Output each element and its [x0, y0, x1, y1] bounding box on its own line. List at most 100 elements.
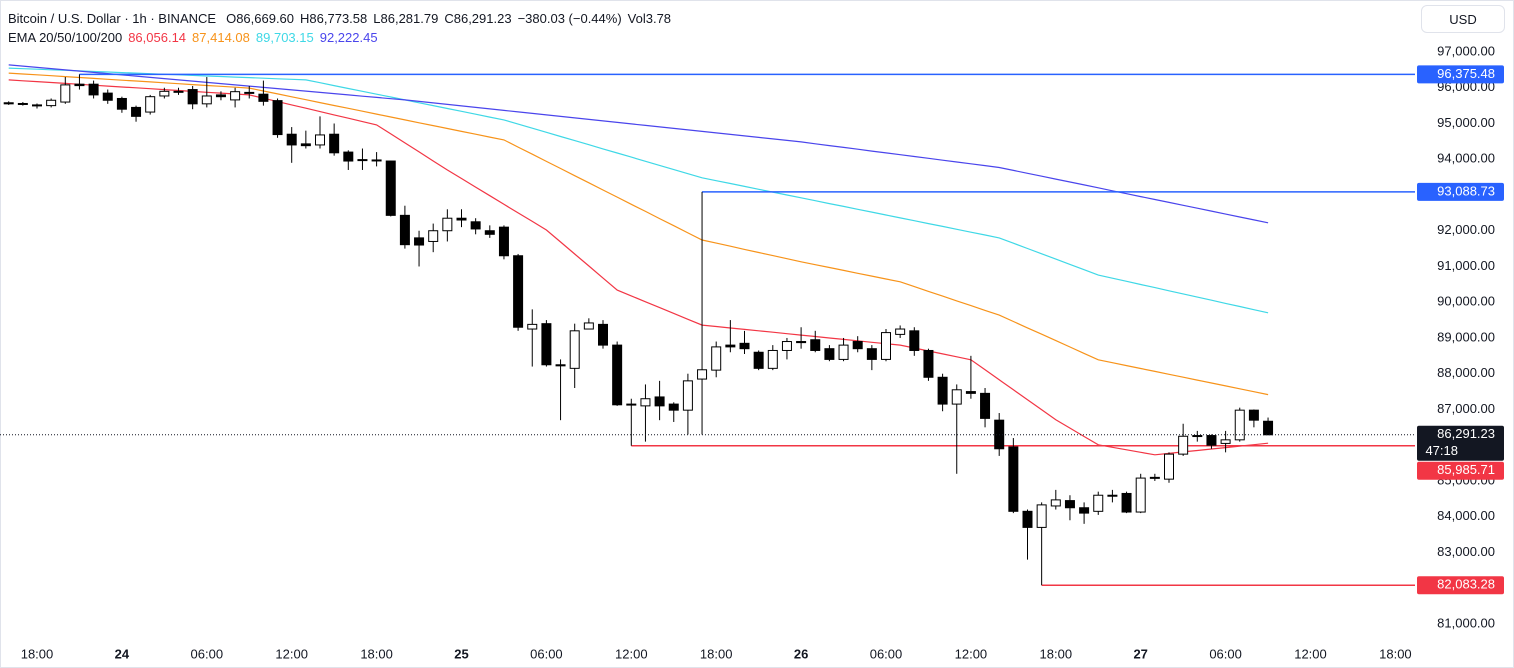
candle-body [824, 348, 835, 360]
ohlc-key: L [373, 11, 381, 26]
x-tick-label: 18:00 [1040, 646, 1073, 661]
candle-body [866, 348, 877, 360]
y-tick-label: 92,000.00 [1437, 222, 1495, 237]
candle-body [1079, 507, 1090, 514]
level-label: 82,083.28 [1437, 577, 1495, 592]
x-tick-label: 12:00 [1294, 646, 1327, 661]
candle-body [1107, 494, 1118, 497]
level-tag [1417, 461, 1504, 480]
candle-body [1206, 435, 1217, 446]
candle-body [1135, 477, 1146, 513]
candle-body [937, 376, 948, 405]
candle-body [852, 341, 863, 350]
candle-body [612, 344, 623, 406]
candle-body [753, 351, 764, 369]
candle-body [881, 332, 891, 360]
candle-body [598, 323, 608, 346]
candle-body [583, 322, 594, 330]
candle-body [272, 100, 283, 136]
x-tick-label: 18:00 [1379, 646, 1412, 661]
candle-body [357, 159, 368, 162]
candle-body [329, 133, 340, 154]
candle-body [484, 230, 495, 235]
x-tick-label: 12:00 [955, 646, 988, 661]
x-tick-label: 06:00 [530, 646, 563, 661]
candle-body [1050, 499, 1061, 507]
candle-body [951, 389, 962, 405]
candle-body [668, 403, 679, 411]
candle-body [541, 323, 552, 366]
candle-body [88, 83, 99, 96]
ema-line [8, 72, 1269, 396]
candle-body [1149, 476, 1160, 479]
candle-body [682, 380, 693, 411]
candle-body [1248, 409, 1259, 421]
candle-body [767, 349, 778, 369]
candle-body [3, 102, 14, 105]
candle-body [498, 226, 509, 257]
candle-body [145, 96, 156, 113]
candle-body [46, 99, 57, 107]
change: −380.03 (−0.44%) [517, 11, 622, 26]
level-label: 96,375.48 [1437, 66, 1495, 81]
candle-body [569, 330, 580, 369]
level-label: 93,088.73 [1437, 183, 1495, 198]
x-tick-label: 06:00 [870, 646, 903, 661]
currency-button[interactable]: USD [1421, 5, 1505, 33]
candle-body [173, 90, 184, 93]
candle-body [32, 104, 42, 107]
ema-label: EMA 20/50/100/200 [8, 30, 123, 45]
x-tick-label: 18:00 [700, 646, 733, 661]
candle-body [923, 349, 934, 378]
x-tick-label: 18:00 [21, 646, 54, 661]
candle-body [159, 90, 170, 97]
candle-body [965, 391, 976, 394]
candle-body [711, 346, 722, 371]
candle-body [399, 214, 410, 246]
candle-body [74, 83, 85, 87]
candle-body [1022, 510, 1033, 528]
y-tick-label: 91,000.00 [1437, 258, 1495, 273]
candle-body [456, 217, 467, 221]
candle-body [980, 392, 991, 419]
candle-body [244, 91, 255, 94]
ema-line [8, 64, 1269, 224]
candle-body [697, 369, 708, 380]
level-tag [1417, 576, 1504, 595]
x-tick-label: 24 [115, 646, 130, 661]
legend-ohlc: Bitcoin / U.S. Dollar · 1h · BINANCE O86,… [8, 11, 671, 26]
candle-body [116, 97, 127, 110]
y-tick-label: 97,000.00 [1437, 43, 1495, 58]
candle-body [17, 102, 28, 105]
level-tag [1417, 182, 1504, 201]
candle-body [810, 339, 821, 351]
candle-body [725, 344, 736, 348]
x-tick-label: 26 [794, 646, 808, 661]
candle-body [1064, 500, 1075, 509]
candle-body [1164, 453, 1174, 480]
ohlc-value: 86,669.60 [236, 11, 295, 26]
last-price-label: 86,291.23 [1437, 426, 1495, 441]
candle-body [102, 92, 113, 101]
candle-body [442, 217, 453, 232]
ema-line [8, 79, 1269, 456]
ohlc-key: O [226, 11, 237, 26]
level-label: 85,985.71 [1437, 462, 1495, 477]
y-tick-label: 89,000.00 [1437, 329, 1495, 344]
ema-value: 89,703.15 [255, 30, 314, 45]
candle-body [187, 89, 198, 105]
ema-value: 92,222.45 [319, 30, 378, 45]
x-tick-label: 27 [1133, 646, 1147, 661]
candle-body [131, 106, 142, 117]
candle-body [1234, 409, 1245, 441]
ohlc-value: 86,291.23 [453, 11, 512, 26]
y-tick-label: 81,000.00 [1437, 615, 1495, 630]
candle-body [1178, 435, 1189, 455]
candle-body [315, 134, 325, 146]
volume-value: 3.78 [645, 11, 672, 26]
candle-body [895, 328, 906, 335]
last-price-tag [1417, 425, 1504, 461]
